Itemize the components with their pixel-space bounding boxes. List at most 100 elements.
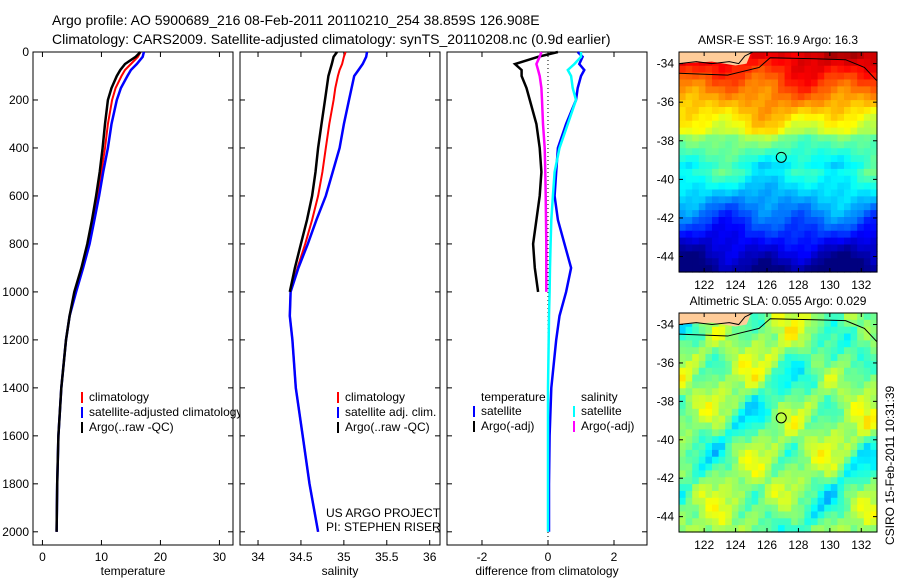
map-cell: [830, 86, 838, 94]
map-cell: [725, 217, 733, 225]
map-cell: [685, 449, 693, 458]
map-cell: [705, 237, 713, 246]
x-tick-label: 35: [337, 550, 351, 564]
legend-swatch: [337, 422, 339, 433]
legend-swatch: [473, 421, 475, 432]
map-cell: [764, 326, 772, 335]
map-cell: [797, 251, 805, 259]
map-cell: [712, 223, 720, 232]
map-cell: [811, 244, 819, 252]
map-cell: [784, 408, 792, 417]
map-cell: [685, 217, 693, 225]
map-cell: [712, 354, 720, 362]
map-cell: [731, 141, 739, 149]
map-cell: [857, 134, 865, 142]
map-cell: [811, 477, 819, 485]
map-cell: [870, 107, 878, 115]
map-cell: [811, 189, 819, 197]
y-tick-label: 600: [9, 189, 29, 203]
map-cell: [817, 525, 825, 533]
map-cell: [830, 490, 838, 499]
map-cell: [738, 113, 746, 122]
map-cell: [870, 401, 878, 410]
map-cell: [738, 230, 746, 239]
map-cell: [857, 175, 865, 184]
map-cell: [731, 79, 739, 87]
map-cell: [784, 210, 792, 218]
map-cell: [850, 449, 858, 458]
lon-tick-label: 128: [788, 538, 808, 552]
map-cell: [705, 168, 713, 177]
map-cell: [824, 175, 832, 184]
map-cell: [817, 58, 825, 67]
map-cell: [870, 244, 878, 252]
map-cell: [817, 313, 825, 321]
map-cell: [863, 58, 871, 67]
map-cell: [705, 251, 713, 259]
map-cell: [863, 511, 871, 519]
map-cell: [738, 449, 746, 458]
map-cell: [850, 251, 858, 259]
map-cell: [811, 251, 819, 259]
map-cell: [685, 497, 693, 506]
map-cell: [817, 86, 825, 94]
map-cell: [791, 168, 799, 177]
map-cell: [830, 203, 838, 211]
map-cell: [778, 401, 786, 410]
legend-label: Argo(..raw -QC): [345, 420, 430, 434]
map-cell: [731, 381, 739, 389]
map-cell: [698, 449, 706, 458]
map-cell: [844, 326, 852, 335]
map-cell: [692, 65, 700, 74]
map-cell: [679, 93, 687, 101]
map-cell: [804, 168, 812, 177]
map-cell: [698, 203, 706, 211]
map-cell: [731, 449, 739, 458]
map-cell: [804, 182, 812, 191]
map-cell: [764, 408, 772, 417]
lat-tick-label: -42: [657, 471, 675, 485]
map-cell: [784, 326, 792, 335]
map-cell: [857, 196, 865, 204]
map-cell: [797, 148, 805, 156]
map-cell: [731, 367, 739, 376]
map-cell: [804, 347, 812, 355]
map-cell: [745, 141, 753, 149]
map-cell: [731, 354, 739, 362]
map-cell: [758, 189, 766, 197]
map-cell: [791, 113, 799, 122]
legend-swatch: [573, 406, 575, 417]
map-cell: [764, 429, 772, 437]
map-cell: [712, 113, 720, 122]
map-cell: [685, 141, 693, 149]
map-cell: [725, 525, 733, 533]
map-cell: [758, 148, 766, 156]
map-cell: [731, 93, 739, 101]
map-cell: [751, 449, 759, 458]
map-cell: [764, 182, 772, 191]
map-cell: [731, 203, 739, 211]
map-cell: [830, 237, 838, 246]
map-cell: [679, 258, 687, 266]
map-cell: [850, 319, 858, 328]
map-cell: [692, 525, 700, 533]
map-cell: [778, 196, 786, 204]
map-cell: [685, 86, 693, 94]
lat-tick-label: -36: [657, 356, 675, 370]
map-cell: [685, 113, 693, 122]
map-cell: [791, 374, 799, 383]
map-cell: [857, 347, 865, 355]
map-cell: [745, 230, 753, 239]
map-cell: [692, 518, 700, 526]
map-cell: [705, 333, 713, 341]
map-cell: [731, 223, 739, 232]
map-cell: [751, 333, 759, 341]
map-cell: [784, 319, 792, 328]
map-cell: [791, 148, 799, 156]
map-cell: [817, 340, 825, 348]
map-cell: [857, 230, 865, 239]
map-cell: [797, 340, 805, 348]
map-cell: [771, 408, 779, 417]
map-cell: [718, 168, 726, 177]
